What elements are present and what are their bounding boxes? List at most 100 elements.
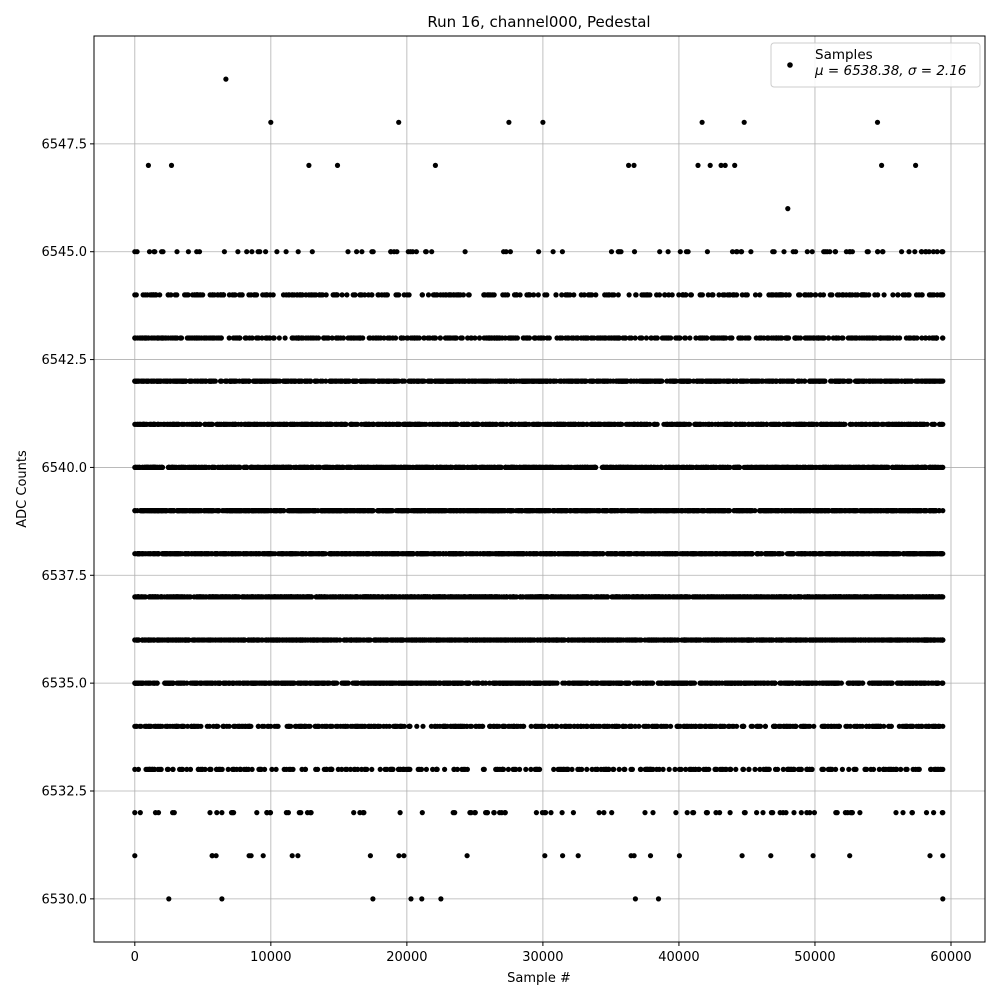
data-point (747, 551, 754, 557)
data-point (694, 594, 700, 600)
data-point (580, 594, 586, 600)
data-point (731, 551, 738, 557)
data-point (141, 594, 147, 600)
data-point (287, 551, 293, 557)
data-point (452, 637, 458, 643)
data-point (583, 508, 590, 514)
data-point (395, 551, 401, 557)
data-point (524, 594, 530, 600)
data-point (243, 508, 249, 514)
data-point (319, 551, 325, 557)
data-point (198, 594, 205, 600)
data-point (836, 551, 842, 557)
data-point (821, 594, 827, 600)
data-point (235, 594, 241, 600)
data-point (167, 551, 173, 557)
data-point (210, 508, 216, 514)
data-point (903, 508, 909, 514)
data-point (780, 594, 786, 600)
data-point (375, 508, 381, 514)
data-point (756, 637, 762, 643)
data-point (684, 637, 691, 643)
data-point (633, 508, 639, 514)
data-point (236, 637, 242, 643)
data-point (610, 594, 616, 600)
data-point (378, 551, 384, 557)
data-point (559, 637, 565, 643)
data-point (762, 637, 768, 643)
data-point (684, 551, 691, 557)
data-point (394, 637, 400, 643)
data-point (928, 637, 935, 643)
data-point (932, 551, 938, 557)
data-point (219, 594, 225, 600)
data-point (594, 637, 601, 643)
data-point (152, 594, 158, 600)
data-point (481, 551, 487, 557)
data-point (933, 508, 939, 514)
data-point (466, 594, 473, 600)
data-point (299, 551, 305, 557)
data-point (852, 508, 858, 514)
data-point (415, 551, 421, 557)
data-point (505, 508, 511, 514)
data-point (395, 508, 401, 514)
data-point (271, 637, 277, 643)
data-point (182, 637, 188, 643)
data-point (440, 551, 446, 557)
data-point (186, 551, 192, 557)
data-point (700, 508, 706, 514)
data-point (176, 508, 182, 514)
data-point (884, 551, 890, 557)
data-point (476, 637, 482, 643)
data-point (305, 594, 311, 600)
data-point (880, 508, 886, 514)
data-point (242, 594, 248, 600)
data-point (907, 637, 914, 643)
data-point (572, 594, 578, 600)
data-point (915, 594, 921, 600)
data-point (877, 594, 883, 600)
data-point (295, 594, 301, 600)
data-point (341, 637, 347, 643)
data-point (187, 508, 193, 514)
data-point (544, 551, 550, 557)
data-point (442, 594, 448, 600)
data-point (132, 594, 138, 600)
data-point (294, 551, 300, 557)
data-point (572, 637, 578, 643)
data-point (901, 637, 907, 643)
data-point (838, 637, 844, 643)
data-point (889, 637, 895, 643)
data-point (448, 508, 454, 514)
data-point (533, 551, 540, 557)
data-point (769, 551, 775, 557)
data-point (319, 508, 325, 514)
data-point (159, 594, 165, 600)
data-point (628, 508, 634, 514)
data-point (565, 594, 571, 600)
data-point (834, 508, 841, 514)
data-point (273, 508, 279, 514)
data-point (564, 551, 571, 557)
data-point (638, 637, 644, 643)
data-point (807, 508, 813, 514)
data-point (285, 637, 291, 643)
data-point (314, 637, 320, 643)
data-point (495, 594, 501, 600)
data-point (171, 508, 177, 514)
data-point (862, 637, 868, 643)
data-point (601, 508, 608, 514)
data-point (401, 508, 407, 514)
data-point (519, 508, 525, 514)
data-point (844, 637, 850, 643)
data-point (316, 594, 322, 600)
data-point (826, 508, 832, 514)
data-point (433, 637, 439, 643)
data-point (380, 594, 386, 600)
data-point (629, 637, 635, 643)
data-point (312, 551, 318, 557)
data-point (526, 508, 532, 514)
data-point (161, 551, 168, 557)
data-point (363, 594, 369, 600)
